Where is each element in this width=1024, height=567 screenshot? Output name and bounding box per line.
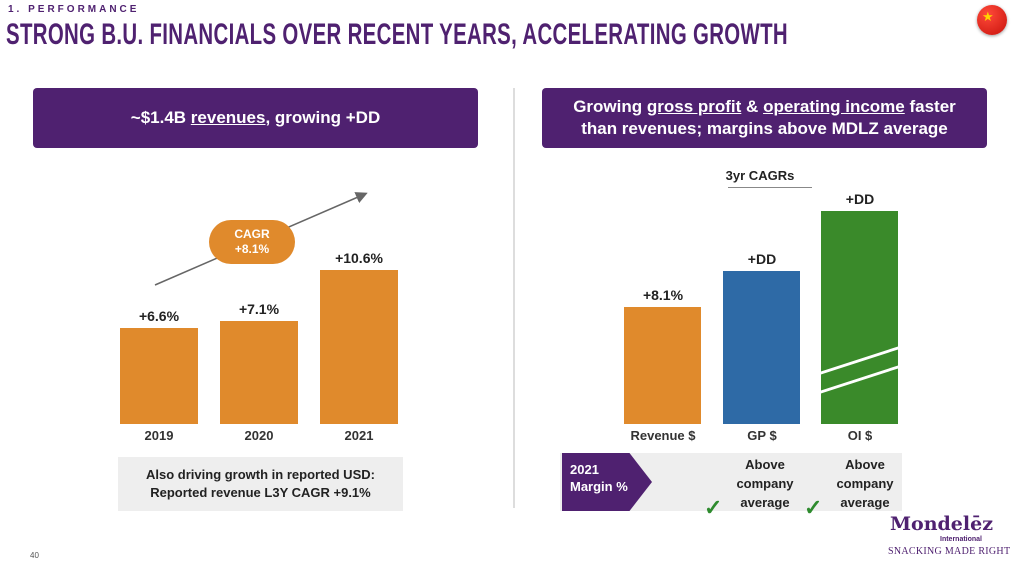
cagr-value: +8.1% [234, 242, 270, 256]
category-label: Revenue $ [630, 428, 696, 443]
category-label: 2021 [344, 428, 374, 443]
section-label: 1. PERFORMANCE [8, 4, 140, 15]
margin-tag-label: Margin % [570, 479, 628, 494]
divider [513, 88, 515, 508]
banner-underlined: gross profit [646, 97, 742, 116]
banner-text: ~$1.4B [130, 108, 191, 127]
banner-underlined: operating income [763, 97, 905, 116]
bar-oi- [817, 211, 902, 424]
bar-revenue- [624, 306, 701, 424]
category-label: 2020 [244, 428, 274, 443]
mondelez-logo: Mondelēz [890, 513, 993, 535]
gp-margin-text: Above company average [730, 455, 800, 512]
margin-line: average [740, 495, 790, 510]
axis-break-icon [817, 345, 902, 395]
cagr-label: CAGR [234, 227, 270, 241]
banner-text: , growing +DD [265, 108, 381, 127]
cagr-bubble: CAGR +8.1% [209, 220, 295, 264]
margin-line: average [840, 495, 890, 510]
right-banner: Growing gross profit & operating income … [542, 88, 987, 148]
china-flag-icon: ★ [977, 5, 1007, 35]
data-label: +6.6% [138, 308, 180, 325]
chart-subtitle: 3yr CAGRs [725, 168, 795, 183]
note-line: Reported revenue L3Y CAGR +9.1% [150, 485, 371, 500]
margin-line: company [736, 476, 794, 491]
note-line: Also driving growth in reported USD: [146, 467, 375, 482]
margin-line: Above [845, 457, 885, 472]
tagline: SNACKING MADE RIGHT [888, 546, 1011, 557]
margin-line: Above [745, 457, 785, 472]
bar-2020 [220, 321, 298, 424]
checkmark-icon: ✓ [804, 495, 823, 520]
data-label: +10.6% [335, 250, 383, 267]
bar-2019 [120, 328, 198, 424]
oi-margin-text: Above company average [830, 455, 900, 512]
banner-text: than revenues; margins above MDLZ averag… [581, 119, 948, 138]
page-title: STRONG B.U. FINANCIALS OVER RECENT YEARS… [6, 18, 788, 51]
banner-underlined: revenues [190, 108, 266, 127]
page-number: 40 [30, 551, 39, 560]
margin-line: company [836, 476, 894, 491]
banner-text: faster [904, 97, 956, 116]
margin-tag-year: 2021 [570, 462, 599, 477]
subtitle-underline [728, 187, 812, 188]
bar-2021 [320, 270, 398, 424]
left-banner: ~$1.4B revenues, growing +DD [33, 88, 478, 148]
usd-note: Also driving growth in reported USD: Repo… [118, 457, 403, 511]
banner-text: & [741, 97, 764, 116]
data-label: +DD [845, 191, 875, 207]
category-label: GP $ [747, 428, 777, 443]
data-label: +DD [747, 251, 777, 267]
logo-subtext: International [940, 536, 983, 543]
data-label: +8.1% [642, 286, 684, 303]
bar-gp- [723, 271, 800, 424]
category-label: OI $ [847, 428, 873, 443]
data-label: +7.1% [238, 301, 280, 318]
banner-text: Growing [573, 97, 647, 116]
checkmark-icon: ✓ [704, 495, 723, 520]
category-label: 2019 [144, 428, 174, 443]
